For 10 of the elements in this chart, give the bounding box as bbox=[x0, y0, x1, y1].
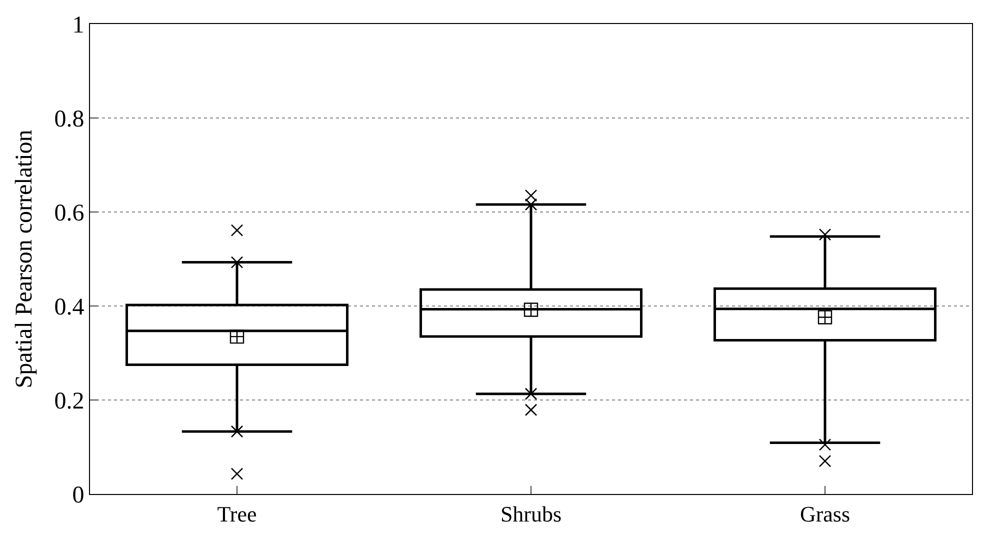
y-tick-label: 0 bbox=[72, 482, 84, 508]
y-tick-label: 0.8 bbox=[54, 106, 84, 132]
x-tick-label: Tree bbox=[217, 501, 257, 526]
y-tick-label: 1 bbox=[72, 12, 84, 38]
y-tick-label: 0.4 bbox=[54, 294, 84, 320]
x-tick-label: Grass bbox=[800, 501, 850, 526]
y-tick-label: 0.6 bbox=[54, 200, 84, 226]
x-tick-label: Shrubs bbox=[500, 501, 562, 526]
y-tick-label: 0.2 bbox=[54, 388, 84, 414]
y-axis-title: Spatial Pearson correlation bbox=[11, 130, 38, 388]
